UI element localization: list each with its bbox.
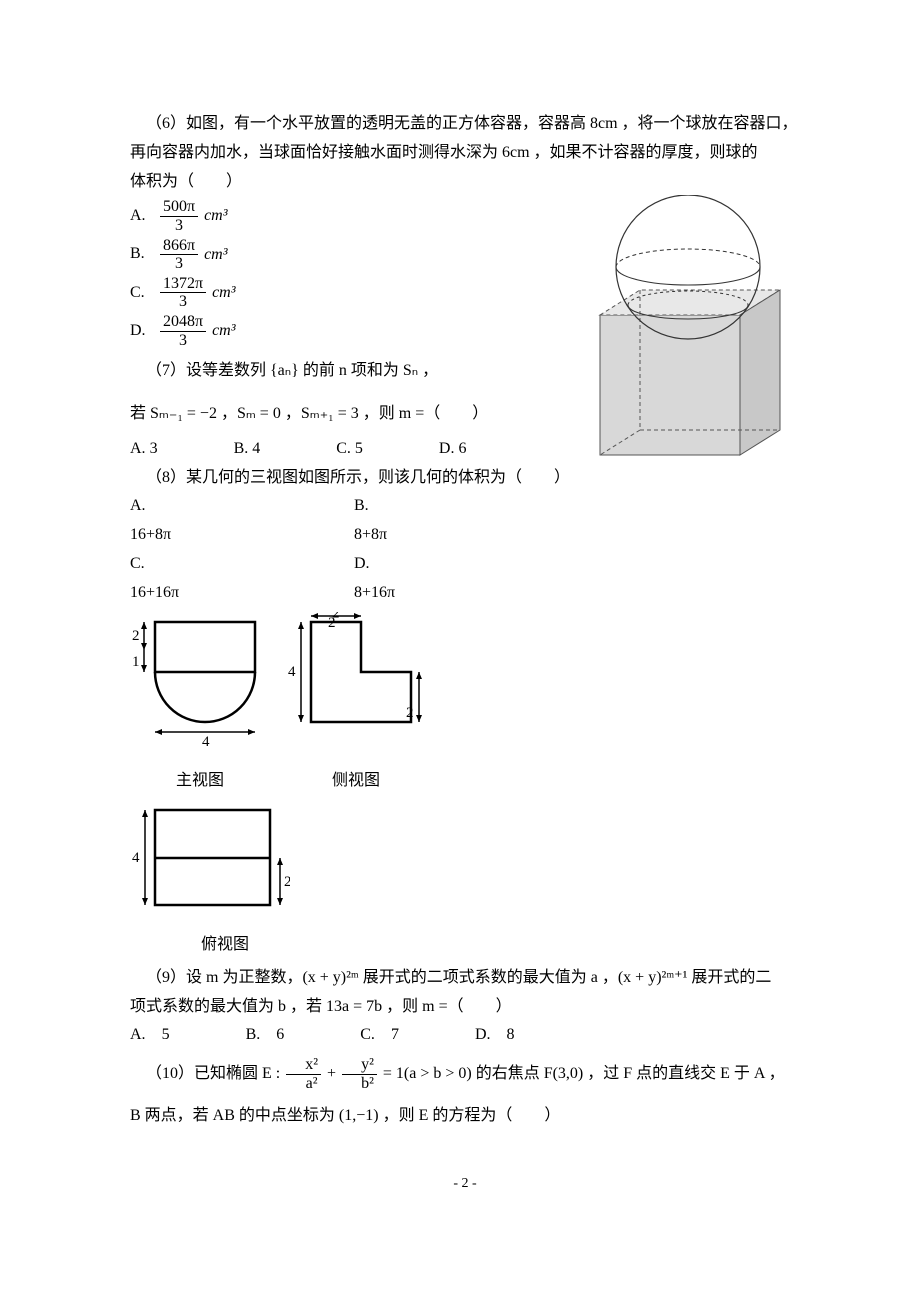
q6-line1: （6）如图，有一个水平放置的透明无盖的正方体容器，容器高 8cm ，将一个球放在…	[130, 110, 800, 139]
q9-options: A. 5 B. 6 C. 7 D. 8	[130, 1021, 800, 1050]
q8-side-view: 2 4	[286, 612, 426, 797]
q9-line2: 项式系数的最大值为 b ，若 13a = 7b ，则 m =（ ）	[130, 993, 800, 1022]
q8-text: （8）某几何的三视图如图所示，则该几何的体积为（ ）	[130, 464, 800, 493]
q10-line2: B 两点，若 AB 的中点坐标为 (1,−1) ，则 E 的方程为（ ）	[130, 1102, 800, 1131]
q6-line3: 体积为（ ）	[130, 168, 800, 197]
svg-text:4: 4	[202, 734, 210, 750]
svg-text:2: 2	[132, 628, 140, 644]
q6-figure	[560, 195, 800, 465]
q8-top-view: 4 2 俯视图	[130, 800, 290, 960]
q8-side-label: 侧视图	[286, 767, 426, 796]
svg-text:2: 2	[284, 874, 290, 890]
q6-line2: 再向容器内加水，当球面恰好接触水面时测得水深为 6cm ，如果不计容器的厚度，则…	[130, 139, 800, 168]
q10-line1: （10）已知椭圆 E : x²a² + y²b² = 1(a > b > 0) …	[130, 1056, 800, 1092]
q8-front-label: 主视图	[130, 767, 270, 796]
svg-text:1: 1	[132, 654, 140, 670]
q9-line1: （9）设 m 为正整数，(x + y)²ᵐ 展开式的二项式系数的最大值为 a ，…	[130, 964, 800, 993]
q8-top-label: 俯视图	[160, 931, 290, 960]
svg-text:4: 4	[132, 850, 140, 866]
page-number: - 2 -	[130, 1171, 800, 1196]
q8-options: A.16+8π B.8+8π	[130, 492, 800, 550]
q8-views: 4 2 1 主视图 2	[130, 612, 800, 797]
q8-front-view: 4 2 1 主视图	[130, 612, 270, 797]
q8-options2: C.16+16π D.8+16π	[130, 550, 800, 608]
